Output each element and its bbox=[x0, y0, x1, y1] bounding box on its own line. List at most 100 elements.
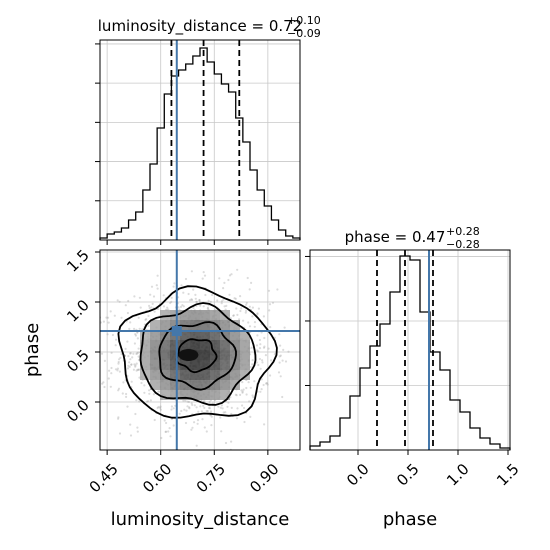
sample-point bbox=[226, 405, 229, 408]
contour-line bbox=[117, 285, 278, 419]
density-cell bbox=[190, 340, 200, 350]
sample-point bbox=[242, 388, 245, 391]
sample-point bbox=[103, 359, 106, 362]
sample-point bbox=[261, 359, 264, 362]
y-axis-label-phase: phase bbox=[22, 323, 43, 377]
sample-point bbox=[243, 420, 246, 424]
sample-point bbox=[207, 406, 211, 410]
luminosity-distance-histogram-ticks bbox=[95, 43, 269, 245]
phase-title-param: phase bbox=[345, 228, 390, 246]
density-cell bbox=[190, 380, 200, 390]
sample-point bbox=[210, 415, 213, 418]
sample-point bbox=[125, 395, 128, 398]
sample-point bbox=[224, 411, 227, 414]
sample-point bbox=[117, 389, 120, 392]
sample-point bbox=[194, 297, 197, 300]
sample-point bbox=[187, 400, 191, 404]
sample-point bbox=[269, 374, 272, 377]
density-cell bbox=[210, 380, 220, 390]
sample-point bbox=[246, 453, 248, 455]
density-cell bbox=[170, 360, 180, 370]
sample-point bbox=[172, 285, 175, 288]
phase-title-plus: +0.28 bbox=[446, 225, 480, 238]
sample-point bbox=[182, 399, 185, 402]
sample-point bbox=[220, 430, 223, 433]
sample-point bbox=[156, 307, 160, 311]
sample-point bbox=[169, 435, 172, 438]
sample-point bbox=[248, 305, 251, 308]
density-cell bbox=[180, 380, 190, 390]
sample-point bbox=[157, 390, 160, 393]
sample-point bbox=[253, 325, 256, 328]
sample-point bbox=[217, 405, 220, 408]
density-cell bbox=[170, 370, 180, 380]
sample-point bbox=[120, 352, 123, 356]
sample-point bbox=[179, 305, 183, 308]
density-cell bbox=[190, 360, 200, 370]
sample-point bbox=[194, 293, 197, 296]
sample-point bbox=[170, 408, 173, 411]
sample-point bbox=[110, 372, 113, 375]
sample-point bbox=[192, 288, 195, 291]
density-cell bbox=[140, 340, 150, 350]
sample-point bbox=[167, 430, 170, 433]
sample-point bbox=[124, 347, 127, 350]
sample-point bbox=[156, 406, 159, 410]
sample-point bbox=[132, 352, 135, 355]
sample-point bbox=[278, 355, 281, 358]
density-cell bbox=[200, 390, 210, 400]
sample-point bbox=[128, 327, 131, 330]
sample-point bbox=[229, 317, 232, 320]
sample-point bbox=[193, 404, 196, 407]
sample-point bbox=[256, 313, 259, 316]
joint-density-shading bbox=[140, 310, 250, 400]
joint-frame bbox=[99, 249, 301, 451]
sample-point bbox=[183, 408, 186, 411]
sample-point bbox=[259, 390, 262, 393]
sample-point bbox=[159, 408, 162, 411]
sample-point bbox=[250, 346, 253, 349]
density-cell bbox=[210, 310, 220, 320]
density-cell bbox=[200, 380, 210, 390]
sample-point bbox=[186, 405, 189, 408]
sample-point bbox=[195, 300, 198, 303]
sample-point bbox=[125, 392, 128, 396]
sample-point bbox=[137, 492, 139, 494]
sample-point bbox=[190, 298, 194, 302]
density-cell bbox=[220, 390, 230, 400]
phase-y-tick-label: 0.0 bbox=[63, 396, 93, 426]
luminosity-distance-x-tick-label: 0.45 bbox=[86, 460, 122, 496]
sample-point bbox=[134, 364, 137, 367]
sample-point bbox=[150, 285, 154, 288]
sample-point bbox=[202, 404, 205, 407]
sample-point bbox=[257, 307, 260, 310]
sample-point bbox=[121, 392, 124, 395]
sample-point bbox=[188, 407, 191, 410]
sample-point bbox=[169, 301, 172, 305]
sample-point bbox=[265, 382, 268, 385]
sample-point bbox=[153, 418, 156, 422]
density-cell bbox=[230, 320, 240, 330]
sample-point bbox=[129, 352, 132, 355]
sample-point bbox=[195, 300, 198, 303]
density-cell bbox=[160, 390, 170, 400]
sample-point bbox=[182, 305, 185, 308]
sample-point bbox=[147, 400, 150, 403]
sample-point bbox=[260, 378, 263, 381]
sample-point bbox=[257, 363, 260, 367]
sample-point bbox=[170, 405, 173, 408]
sample-point bbox=[208, 407, 212, 410]
density-cell bbox=[180, 390, 190, 400]
sample-point bbox=[203, 399, 206, 402]
sample-point bbox=[110, 366, 113, 370]
luminosity-distance-title: luminosity_distance = 0.72 bbox=[98, 17, 302, 36]
sample-point bbox=[220, 302, 223, 305]
sample-point bbox=[203, 406, 206, 409]
sample-point bbox=[180, 409, 183, 413]
sample-point bbox=[118, 432, 122, 435]
sample-point bbox=[192, 306, 195, 310]
sample-point bbox=[136, 430, 139, 433]
sample-point bbox=[305, 360, 307, 362]
sample-point bbox=[273, 336, 276, 339]
sample-point bbox=[236, 407, 239, 410]
